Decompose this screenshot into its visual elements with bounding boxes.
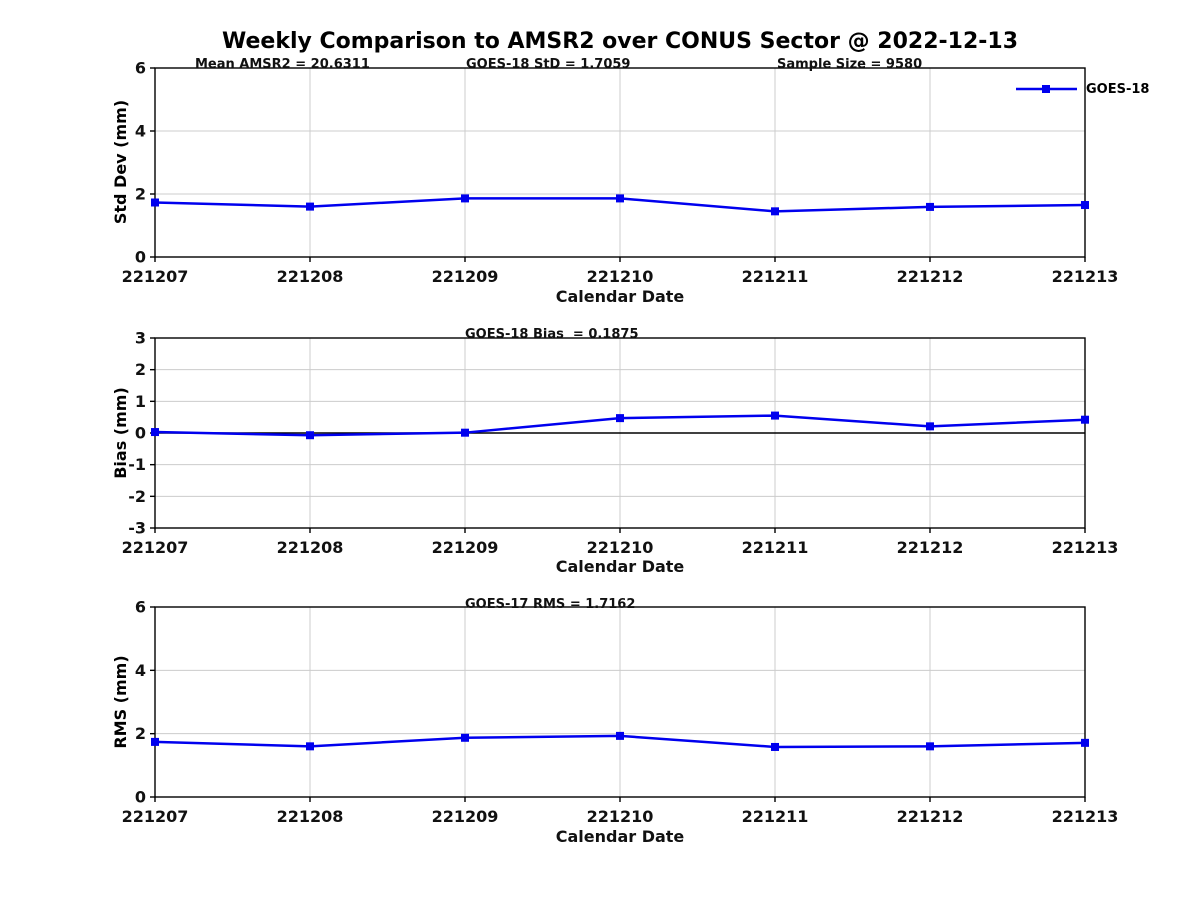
y-tick-label: 0 — [135, 248, 146, 267]
data-marker — [771, 742, 779, 751]
data-marker — [616, 731, 624, 740]
x-tick-label: 221209 — [432, 538, 499, 557]
y-tick-label: 0 — [135, 424, 146, 443]
data-marker — [926, 742, 934, 751]
data-marker — [306, 431, 314, 440]
legend-label-goes18: GOES-18 — [1086, 82, 1150, 97]
y-axis-label-rms: RMS (mm) — [111, 655, 130, 749]
annotation-goes17-rms: GOES-17 RMS = 1.7162 — [465, 597, 636, 612]
x-tick-label: 221207 — [122, 267, 189, 286]
x-axis-label-1: Calendar Date — [555, 287, 685, 306]
x-tick-label: 221207 — [122, 807, 189, 826]
y-tick-label: -3 — [128, 519, 146, 538]
x-tick-label: 221213 — [1052, 267, 1119, 286]
legend-marker-sample — [1042, 85, 1050, 93]
annotation-sample-size: Sample Size = 9580 — [777, 57, 923, 72]
y-tick-label: 1 — [135, 392, 146, 411]
y-tick-label: -1 — [128, 455, 146, 474]
y-tick-label: 6 — [135, 598, 146, 617]
x-tick-label: 221210 — [587, 267, 654, 286]
y-tick-label: 4 — [135, 122, 146, 141]
annotation-mean-amsr2: Mean AMSR2 = 20.6311 — [195, 57, 370, 72]
x-axis-label-2: Calendar Date — [555, 557, 685, 576]
data-marker — [926, 422, 934, 431]
data-marker — [771, 411, 779, 420]
y-tick-label: 0 — [135, 788, 146, 807]
data-marker — [306, 202, 314, 211]
annotation-goes18-std: GOES-18 StD = 1.7059 — [466, 57, 631, 72]
data-marker — [771, 207, 779, 216]
data-marker — [1081, 738, 1089, 747]
y-tick-label: 2 — [135, 360, 146, 379]
data-marker — [151, 428, 159, 437]
y-tick-label: 3 — [135, 329, 146, 348]
y-tick-label: -2 — [128, 487, 146, 506]
data-marker — [926, 202, 934, 211]
x-tick-label: 221211 — [742, 267, 809, 286]
x-tick-label: 221207 — [122, 538, 189, 557]
x-tick-label: 221212 — [897, 538, 964, 557]
x-tick-label: 221209 — [432, 807, 499, 826]
data-marker — [151, 737, 159, 746]
data-marker — [151, 198, 159, 207]
data-marker — [1081, 415, 1089, 424]
y-axis-label-stddev: Std Dev (mm) — [111, 99, 130, 225]
x-tick-label: 221212 — [897, 267, 964, 286]
x-tick-label: 221208 — [277, 538, 344, 557]
y-tick-label: 2 — [135, 185, 146, 204]
x-tick-label: 221212 — [897, 807, 964, 826]
x-tick-label: 221210 — [587, 538, 654, 557]
data-marker — [616, 414, 624, 423]
x-tick-label: 221211 — [742, 538, 809, 557]
x-tick-label: 221208 — [277, 267, 344, 286]
data-marker — [1081, 201, 1089, 210]
x-axis-label-3: Calendar Date — [555, 827, 685, 846]
x-tick-label: 221210 — [587, 807, 654, 826]
data-marker — [461, 194, 469, 203]
data-marker — [306, 742, 314, 751]
annotation-goes18-bias: GOES-18 Bias = 0.1875 — [465, 327, 639, 342]
y-axis-label-bias: Bias (mm) — [111, 387, 130, 479]
x-tick-label: 221209 — [432, 267, 499, 286]
y-tick-label: 4 — [135, 661, 146, 680]
x-tick-label: 221211 — [742, 807, 809, 826]
figure-title: Weekly Comparison to AMSR2 over CONUS Se… — [222, 29, 1018, 54]
data-marker — [616, 194, 624, 203]
y-tick-label: 6 — [135, 59, 146, 78]
x-tick-label: 221213 — [1052, 538, 1119, 557]
y-tick-label: 2 — [135, 724, 146, 743]
data-marker — [461, 428, 469, 437]
data-marker — [461, 733, 469, 742]
x-tick-label: 221208 — [277, 807, 344, 826]
x-tick-label: 221213 — [1052, 807, 1119, 826]
